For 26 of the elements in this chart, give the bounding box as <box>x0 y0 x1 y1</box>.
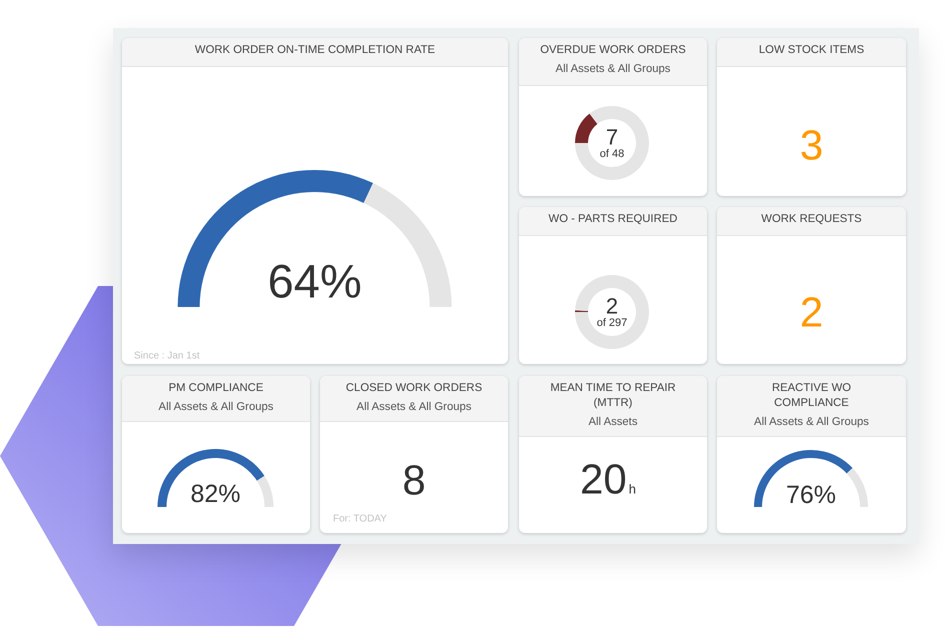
text: LOW STOCK ITEMS <box>758 43 866 58</box>
text: of 297 <box>596 317 628 329</box>
chart-title: PM COMPLIANCE <box>168 381 264 396</box>
text: All Assets <box>588 415 638 430</box>
data-label: 82% <box>190 480 241 508</box>
text: MEAN TIME TO REPAIR (MTTR) <box>549 381 677 411</box>
text: of 48 <box>600 148 624 160</box>
chart-subtitle: All Assets & All Groups <box>158 400 274 415</box>
chart-subtitle: All Assets & All Groups <box>554 62 672 77</box>
chart-title: WO - PARTS REQUIRED <box>548 212 678 227</box>
text: 2 <box>606 294 618 318</box>
data-label: 76% <box>786 481 836 509</box>
data-label: 3 <box>800 122 824 168</box>
data-label: 2 <box>800 288 824 336</box>
text: For: TODAY <box>333 514 388 524</box>
text: Since : Jan 1st <box>134 350 200 362</box>
text: All Assets & All Groups <box>356 400 472 415</box>
text: WORK REQUESTS <box>760 212 863 227</box>
chart-title: OVERDUE WORK ORDERS <box>539 43 687 58</box>
text: 7 <box>606 124 618 150</box>
data-label: 8 <box>402 456 426 504</box>
data-label: 64% <box>268 254 362 308</box>
text: CLOSED WORK ORDERS <box>344 381 484 396</box>
chart-subtitle: All Assets & All Groups <box>753 415 870 430</box>
chart-title: REACTIVE WO COMPLIANCE <box>770 381 852 411</box>
chart-title: WORK ORDER ON-TIME COMPLETION RATE <box>194 43 436 58</box>
